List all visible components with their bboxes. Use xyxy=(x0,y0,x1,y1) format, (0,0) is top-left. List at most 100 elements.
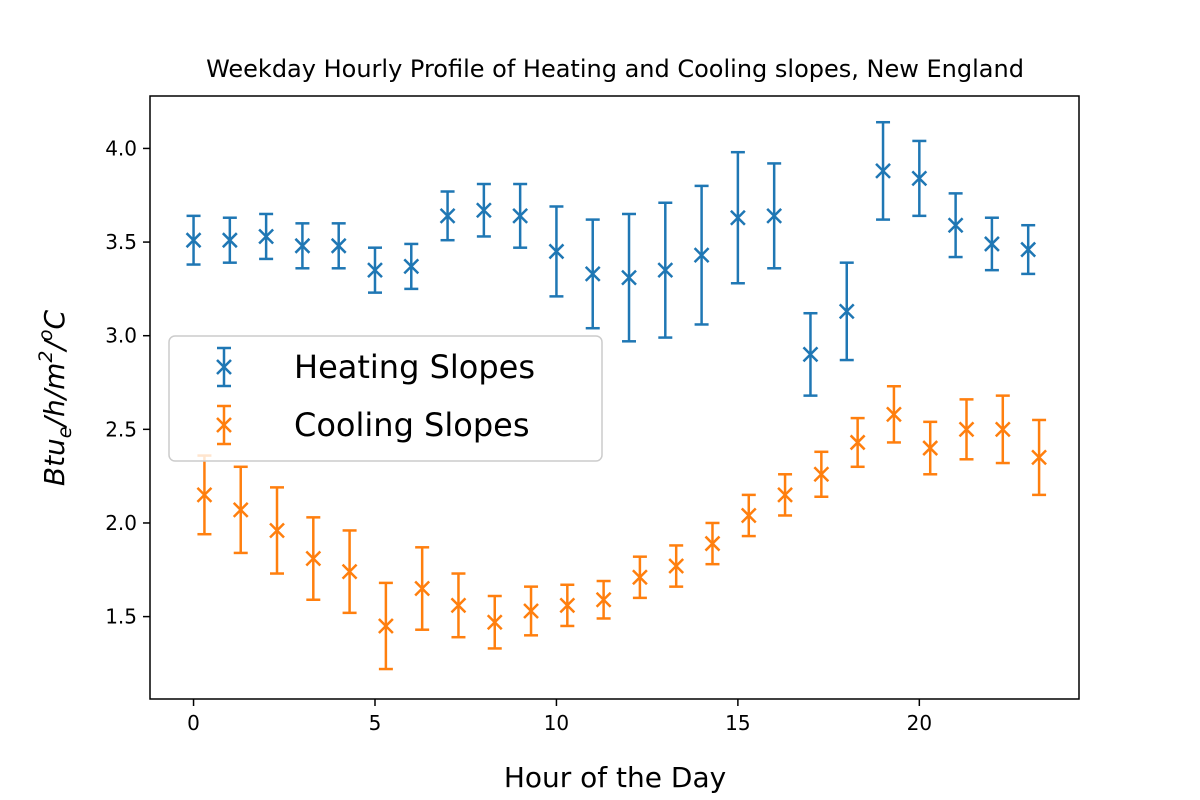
x-tick-label: 20 xyxy=(907,711,932,735)
legend-box xyxy=(168,335,603,462)
y-axis-title-tail: C xyxy=(38,309,71,329)
x-marker xyxy=(584,266,601,282)
x-marker xyxy=(439,207,456,224)
data-point xyxy=(693,184,710,326)
data-point xyxy=(584,218,601,330)
x-marker xyxy=(911,170,928,187)
x-tick-label: 15 xyxy=(725,711,750,735)
x-marker xyxy=(294,237,311,254)
data-point xyxy=(777,473,793,517)
data-point xyxy=(512,182,529,249)
data-point xyxy=(221,216,238,264)
data-point xyxy=(269,486,285,575)
x-marker xyxy=(668,558,685,574)
data-point xyxy=(849,416,866,469)
x-marker xyxy=(632,569,648,586)
x-marker xyxy=(305,550,322,567)
y-axis-title-sup1: 2 xyxy=(35,351,57,363)
y-axis-title-sub: e xyxy=(54,426,76,438)
data-point xyxy=(740,493,757,538)
data-point xyxy=(802,311,819,397)
data-point xyxy=(258,212,275,261)
x-marker xyxy=(875,163,891,179)
data-point xyxy=(439,190,456,242)
y-axis-title-mid: /h/m xyxy=(38,363,71,430)
x-marker xyxy=(595,591,612,608)
x-marker xyxy=(922,440,939,456)
data-point xyxy=(838,261,855,362)
x-marker xyxy=(1031,449,1047,466)
x-marker xyxy=(766,207,783,224)
data-point xyxy=(984,216,1000,272)
legend-entries: Heating Slopes Cooling Slopes xyxy=(216,346,535,446)
x-marker xyxy=(269,522,285,539)
x-marker xyxy=(740,507,757,524)
legend: Heating Slopes Cooling Slopes xyxy=(168,335,603,462)
legend-entry-1: Cooling Slopes xyxy=(216,404,530,446)
data-point xyxy=(377,581,394,671)
x-marker xyxy=(258,228,275,245)
data-point xyxy=(958,398,975,461)
x-marker xyxy=(838,303,855,320)
x-marker xyxy=(958,421,975,438)
data-point xyxy=(875,120,891,221)
x-tick-label: 10 xyxy=(544,711,569,735)
y-axis: 1.5 2.0 2.5 3.0 3.5 4.0 xyxy=(105,136,150,629)
data-point xyxy=(403,242,420,291)
data-point xyxy=(414,546,431,631)
x-marker xyxy=(486,614,503,631)
y-tick-label: 3.0 xyxy=(105,324,137,348)
x-marker xyxy=(1020,241,1037,258)
x-marker xyxy=(729,209,746,226)
x-marker xyxy=(196,486,213,503)
y-tick-label: 2.0 xyxy=(105,511,137,535)
y-axis-title: Btue/h/m2/oC xyxy=(35,309,76,486)
x-marker xyxy=(849,434,866,451)
legend-label: Heating Slopes xyxy=(294,348,535,386)
data-point xyxy=(1031,418,1047,497)
data-point xyxy=(595,579,612,620)
legend-x-marker xyxy=(216,359,232,375)
x-marker xyxy=(414,580,431,597)
data-point xyxy=(766,162,783,270)
x-marker xyxy=(512,207,529,224)
data-point xyxy=(911,139,928,218)
data-point xyxy=(294,222,311,270)
plot-area xyxy=(149,95,1080,700)
x-marker xyxy=(523,603,539,619)
x-marker xyxy=(621,269,637,286)
data-point xyxy=(475,182,492,238)
data-point xyxy=(559,583,576,628)
x-marker xyxy=(777,486,793,503)
x-marker xyxy=(221,232,238,249)
y-axis-title-base: Btu xyxy=(38,438,71,486)
y-tick-label: 3.5 xyxy=(105,230,137,254)
data-point xyxy=(196,454,213,536)
data-point xyxy=(632,555,648,600)
data-point xyxy=(886,385,902,444)
x-marker xyxy=(475,202,492,219)
y-axis-title-slash: / xyxy=(38,339,71,354)
chart-title: Weekday Hourly Profile of Heating and Co… xyxy=(206,55,1024,83)
x-marker xyxy=(367,262,383,279)
x-tick-label: 5 xyxy=(369,711,382,735)
y-tick-label: 4.0 xyxy=(105,136,137,160)
data-point xyxy=(185,214,202,266)
x-marker xyxy=(693,247,710,264)
data-point xyxy=(729,150,746,285)
x-marker xyxy=(548,243,565,260)
data-point xyxy=(994,394,1011,465)
x-marker xyxy=(330,237,347,254)
legend-entry-0: Heating Slopes xyxy=(216,346,535,388)
x-marker xyxy=(559,597,576,614)
data-point xyxy=(947,192,964,259)
data-point xyxy=(341,529,358,615)
data-point xyxy=(704,521,721,566)
x-marker xyxy=(403,258,420,275)
data-point xyxy=(668,544,685,588)
x-axis: 0 5 10 15 20 xyxy=(187,699,932,735)
data-point xyxy=(450,572,467,639)
data-point xyxy=(548,205,565,298)
x-tick-label: 0 xyxy=(187,711,200,735)
